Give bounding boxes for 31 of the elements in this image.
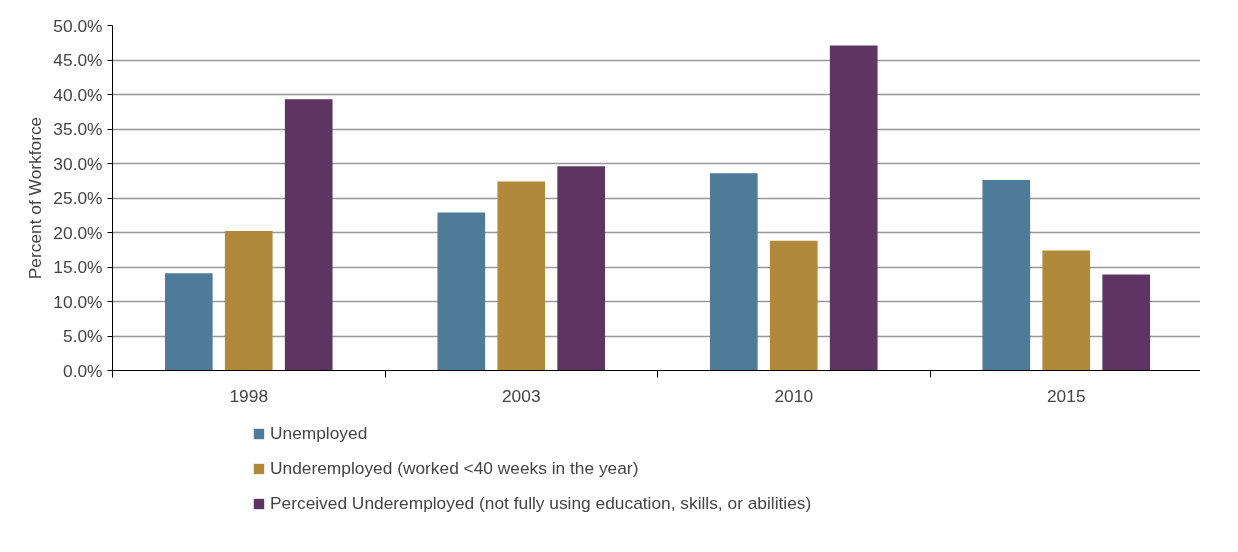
y-tick-label: 20.0% [53, 222, 103, 243]
bar [982, 180, 1031, 371]
bar [769, 240, 818, 371]
y-axis-title: Percent of Workforce [25, 116, 46, 280]
legend-label: Underemployed (worked <40 weeks in the year) [270, 458, 639, 479]
x-tick-label: 1998 [229, 385, 269, 406]
bar [1042, 250, 1091, 371]
y-tick-label: 40.0% [53, 84, 103, 105]
bar [497, 181, 546, 371]
bar [437, 212, 486, 371]
y-tick-label: 15.0% [53, 257, 103, 277]
y-tick-label: 45.0% [53, 50, 103, 70]
bar [557, 166, 606, 371]
bar [224, 231, 273, 371]
y-tick-label: 0.0% [63, 360, 103, 381]
y-tick-label: 10.0% [53, 291, 103, 312]
y-tick-label: 5.0% [63, 326, 103, 346]
y-tick-label: 30.0% [53, 153, 103, 174]
bar [284, 99, 333, 371]
y-tick-label: 50.0% [53, 15, 103, 36]
legend-label: Unemployed [270, 423, 368, 444]
bar [164, 273, 213, 371]
y-tick-label: 35.0% [53, 119, 103, 139]
x-tick-label: 2010 [774, 385, 814, 406]
bar [709, 173, 758, 371]
legend-label: Perceived Underemployed (not fully using education, skills, or abilities) [270, 493, 812, 514]
bar [829, 45, 878, 371]
x-tick-label: 2003 [501, 385, 541, 406]
bar [1102, 274, 1151, 371]
y-tick-label: 25.0% [53, 188, 103, 208]
x-tick-label: 2015 [1046, 385, 1086, 406]
